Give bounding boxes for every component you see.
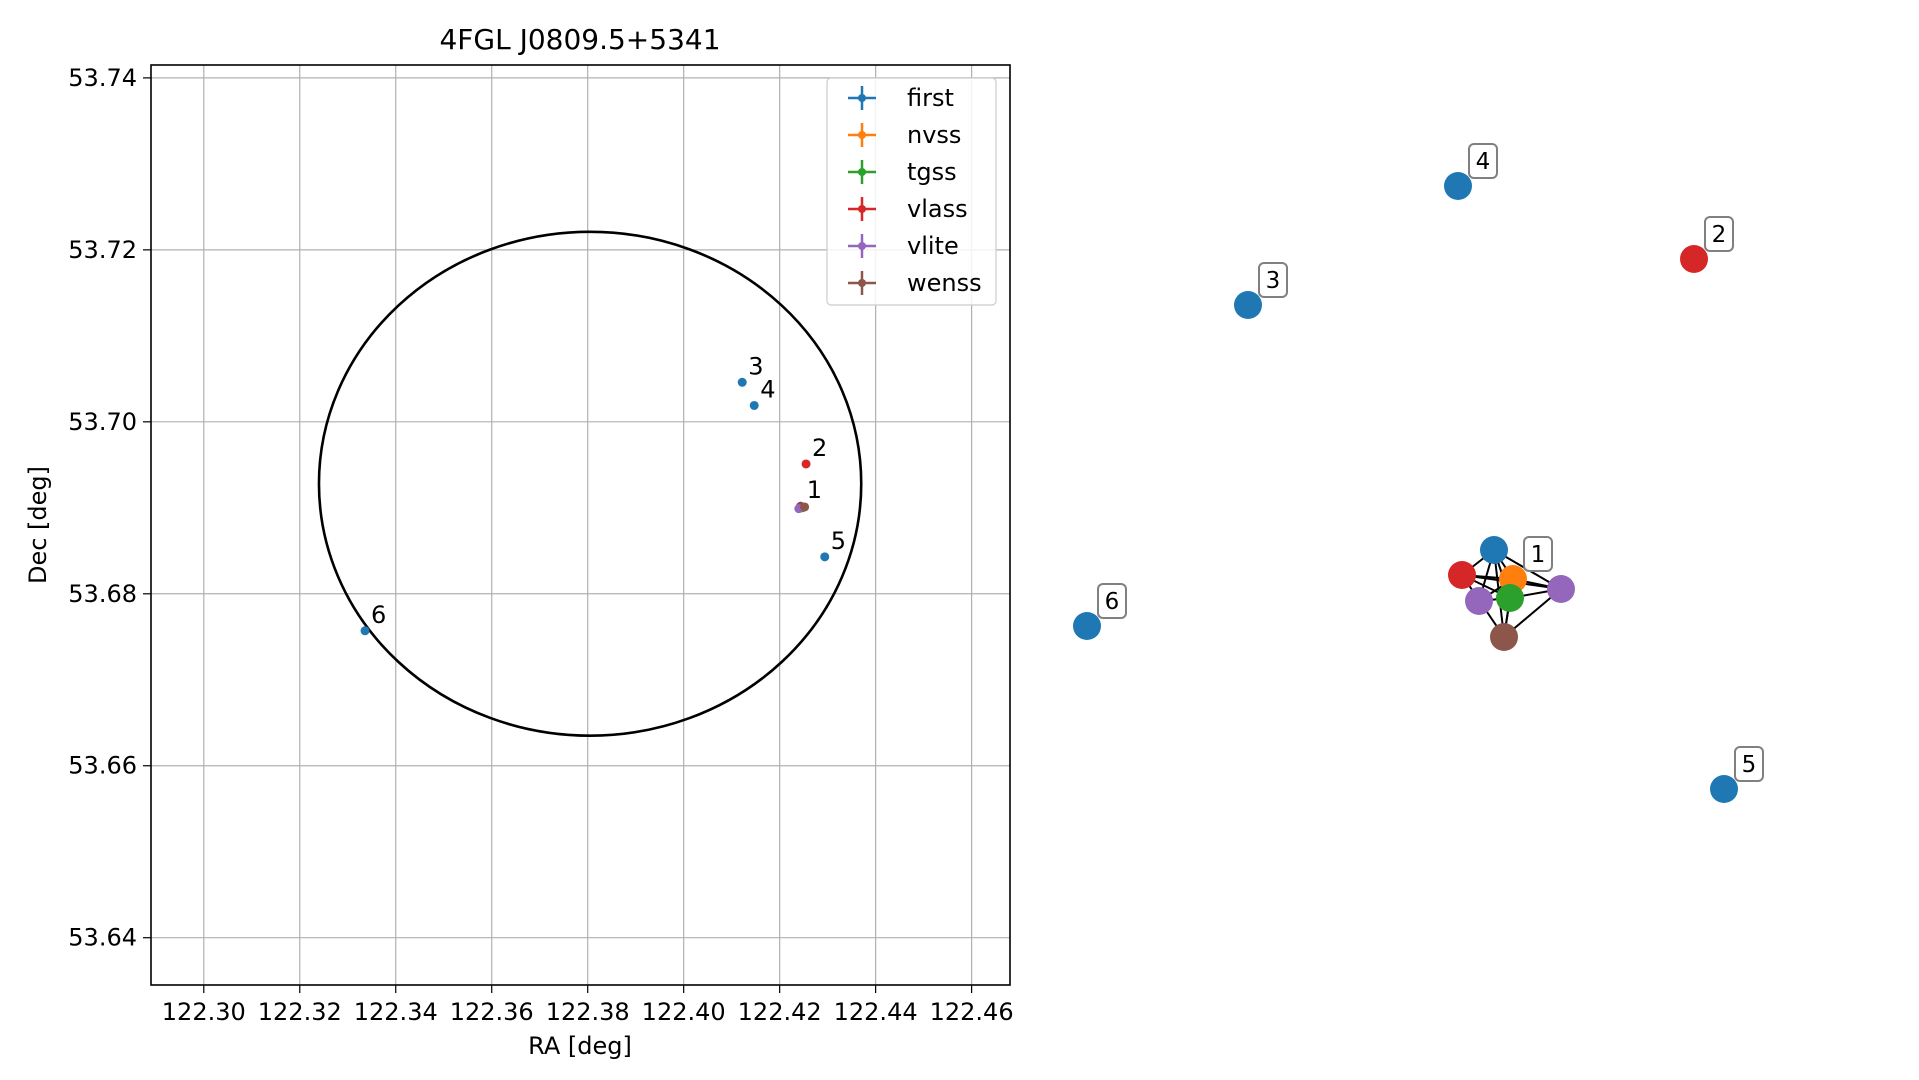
network-node-n1-vlite-b <box>1465 587 1493 615</box>
x-tick-label: 122.40 <box>642 998 726 1026</box>
legend-label-wenss: wenss <box>907 269 982 297</box>
network-label-3: 3 <box>1266 268 1281 294</box>
network-node-n5 <box>1710 775 1738 803</box>
nodes-layer: 1 2 3 4 5 6 <box>1073 143 1764 803</box>
source-label-1: 1 <box>807 476 822 504</box>
x-tick-label: 122.44 <box>834 998 918 1026</box>
ellipse-layer <box>317 230 863 737</box>
x-tick-label: 122.38 <box>546 998 630 1026</box>
x-tick-label: 122.30 <box>162 998 246 1026</box>
network-label-box <box>1258 262 1288 298</box>
network-label-4: 4 <box>1476 149 1491 175</box>
legend-marker-vlass <box>858 205 866 213</box>
network-node-n4 <box>1444 172 1472 200</box>
network-node-n3 <box>1234 291 1262 319</box>
legend-label-tgss: tgss <box>907 158 957 186</box>
ticks: 122.30 122.32 122.34 122.36 122.38 122.40 122.… <box>68 64 1013 1026</box>
y-tick-label: 53.72 <box>68 236 137 264</box>
error-ellipse <box>317 230 863 737</box>
y-tick-label: 53.70 <box>68 408 137 436</box>
legend-label-first: first <box>907 84 954 112</box>
network-node-n1-vlite-a <box>1547 575 1575 603</box>
network-panel: 1 2 3 4 5 6 <box>1073 143 1764 803</box>
x-tick-label: 122.32 <box>258 998 342 1026</box>
y-tick-label: 53.64 <box>68 924 137 952</box>
network-node-n1-first <box>1480 536 1508 564</box>
network-label-box <box>1734 746 1764 782</box>
network-node-n1-wenss <box>1490 623 1518 651</box>
network-label-box <box>1097 583 1127 619</box>
source-label-3: 3 <box>748 352 763 380</box>
legend-label-vlite: vlite <box>907 232 959 260</box>
x-axis-label: RA [deg] <box>528 1032 632 1060</box>
legend-marker-wenss <box>858 279 866 287</box>
legend-marker-tgss <box>858 168 866 176</box>
source-point-3 <box>737 377 747 387</box>
network-node-n1-tgss <box>1496 584 1524 612</box>
legend-marker-vlite <box>858 242 866 250</box>
network-node-n1-vlass <box>1448 561 1476 589</box>
network-label-box <box>1523 536 1553 572</box>
source-label-6: 6 <box>371 601 386 629</box>
y-axis-label: Dec [deg] <box>24 466 52 584</box>
source-point-1 <box>800 502 810 512</box>
legend-marker-nvss <box>858 131 866 139</box>
chart-title: 4FGL J0809.5+5341 <box>439 23 720 56</box>
source-point-5 <box>820 552 830 562</box>
x-tick-label: 122.46 <box>930 998 1014 1026</box>
x-tick-label: 122.42 <box>738 998 822 1026</box>
source-point-6 <box>360 626 370 636</box>
points-layer: 1 2 34 5 6 <box>360 352 846 636</box>
network-label-box <box>1704 216 1734 252</box>
network-node-n6 <box>1073 612 1101 640</box>
network-label-1: 1 <box>1531 542 1546 568</box>
source-point-4 <box>749 400 759 410</box>
legend-marker-first <box>858 94 866 102</box>
source-point-2 <box>801 459 811 469</box>
legend-label-vlass: vlass <box>907 195 968 223</box>
network-label-6: 6 <box>1105 589 1120 615</box>
y-tick-label: 53.68 <box>68 580 137 608</box>
y-tick-label: 53.66 <box>68 752 137 780</box>
x-tick-label: 122.34 <box>354 998 438 1026</box>
source-label-5: 5 <box>831 527 846 555</box>
legend-label-nvss: nvss <box>907 121 961 149</box>
x-tick-label: 122.36 <box>450 998 534 1026</box>
network-label-box <box>1468 143 1498 179</box>
network-label-2: 2 <box>1712 222 1727 248</box>
network-label-5: 5 <box>1742 752 1757 778</box>
y-tick-label: 53.74 <box>68 64 137 92</box>
source-label-2: 2 <box>812 434 827 462</box>
network-node-n2 <box>1680 245 1708 273</box>
legend: first nvss tgss vlass vlite wenss <box>826 77 997 306</box>
plot-frame <box>150 64 1011 986</box>
source-label-4: 4 <box>760 375 775 403</box>
